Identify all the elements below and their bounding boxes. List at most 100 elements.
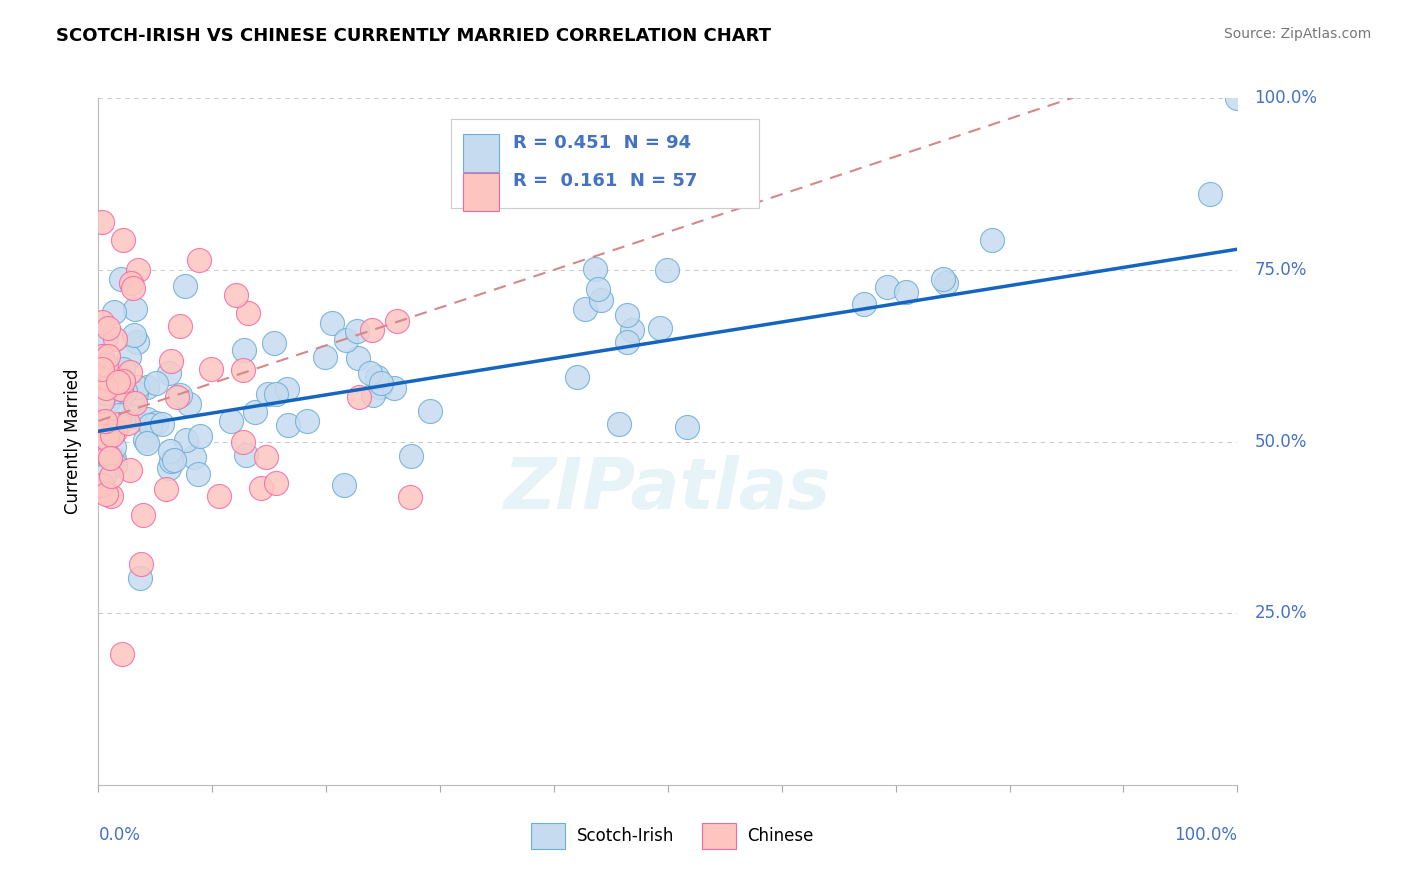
Point bbox=[620, 323, 643, 337]
Point bbox=[607, 417, 630, 431]
Point bbox=[295, 414, 318, 428]
Point bbox=[97, 350, 120, 364]
Point bbox=[103, 440, 125, 454]
Point bbox=[112, 374, 135, 388]
Point bbox=[163, 453, 186, 467]
Point bbox=[876, 280, 898, 294]
Point bbox=[96, 358, 118, 372]
Point bbox=[174, 279, 197, 293]
Point bbox=[129, 558, 152, 572]
Point bbox=[91, 314, 114, 328]
Point bbox=[114, 384, 136, 399]
Point bbox=[187, 253, 209, 268]
Point bbox=[183, 450, 205, 464]
Point bbox=[187, 467, 209, 481]
Point bbox=[93, 469, 115, 483]
Point bbox=[127, 263, 149, 277]
Text: 100.0%: 100.0% bbox=[1254, 89, 1317, 107]
Point bbox=[125, 385, 148, 400]
Point bbox=[188, 428, 211, 442]
Point bbox=[675, 419, 697, 434]
Point bbox=[122, 281, 145, 295]
Point bbox=[139, 418, 162, 433]
Point bbox=[232, 363, 254, 377]
Text: 50.0%: 50.0% bbox=[1254, 433, 1306, 450]
Point bbox=[128, 571, 150, 585]
Point bbox=[117, 350, 139, 364]
Point bbox=[347, 391, 370, 405]
Point bbox=[225, 288, 247, 302]
Point bbox=[277, 417, 299, 432]
Point bbox=[853, 297, 876, 311]
Text: ZIPatlas: ZIPatlas bbox=[505, 455, 831, 524]
Point bbox=[616, 334, 638, 349]
Point bbox=[117, 416, 139, 430]
Point bbox=[243, 405, 266, 419]
Text: Source: ZipAtlas.com: Source: ZipAtlas.com bbox=[1223, 27, 1371, 41]
Point bbox=[361, 388, 384, 402]
Point bbox=[266, 387, 288, 401]
Text: 75.0%: 75.0% bbox=[1254, 260, 1306, 279]
Point bbox=[321, 316, 343, 330]
Text: Chinese: Chinese bbox=[748, 827, 814, 845]
Point bbox=[169, 318, 191, 333]
Point bbox=[565, 369, 588, 384]
Point bbox=[136, 436, 159, 450]
Point bbox=[1199, 186, 1222, 201]
Point bbox=[157, 461, 180, 475]
Point bbox=[238, 306, 260, 320]
Point bbox=[90, 429, 112, 443]
Text: 0.0%: 0.0% bbox=[98, 826, 141, 844]
Point bbox=[135, 412, 157, 426]
Point bbox=[387, 313, 409, 327]
Point bbox=[132, 508, 155, 522]
Point bbox=[232, 435, 254, 450]
Point bbox=[179, 397, 201, 411]
Point bbox=[160, 354, 183, 368]
Point bbox=[90, 349, 112, 363]
Point bbox=[136, 380, 159, 394]
Point bbox=[169, 388, 191, 402]
Point bbox=[616, 309, 638, 323]
Point bbox=[118, 365, 141, 379]
Point bbox=[93, 374, 115, 388]
Point bbox=[90, 370, 112, 384]
Text: 25.0%: 25.0% bbox=[1254, 604, 1306, 623]
Point bbox=[107, 409, 129, 423]
Point bbox=[145, 376, 167, 390]
Point bbox=[370, 376, 392, 390]
FancyBboxPatch shape bbox=[463, 134, 499, 172]
Point bbox=[104, 425, 127, 439]
Point bbox=[346, 324, 368, 338]
Text: Scotch-Irish: Scotch-Irish bbox=[576, 827, 673, 845]
Point bbox=[235, 448, 257, 462]
Point bbox=[346, 351, 368, 365]
Point bbox=[249, 482, 271, 496]
Point bbox=[256, 387, 278, 401]
Point bbox=[368, 380, 391, 394]
Point bbox=[359, 366, 381, 380]
Point bbox=[166, 390, 188, 404]
Point bbox=[93, 355, 115, 369]
FancyBboxPatch shape bbox=[463, 173, 499, 211]
Point bbox=[94, 381, 117, 395]
Point bbox=[896, 285, 918, 299]
Point bbox=[127, 334, 149, 349]
Point bbox=[263, 335, 285, 350]
Point bbox=[174, 434, 197, 448]
Text: R = 0.451  N = 94: R = 0.451 N = 94 bbox=[513, 134, 692, 152]
Point bbox=[111, 647, 134, 661]
Point bbox=[233, 343, 256, 357]
Point bbox=[932, 272, 955, 286]
Point bbox=[107, 376, 129, 390]
Point bbox=[122, 409, 145, 423]
Point bbox=[103, 458, 125, 473]
Point bbox=[583, 261, 606, 276]
Point bbox=[980, 233, 1002, 247]
Point bbox=[219, 414, 242, 428]
Point bbox=[124, 302, 146, 317]
Point bbox=[93, 368, 115, 383]
Point bbox=[93, 380, 115, 394]
Point bbox=[110, 382, 132, 396]
Point bbox=[97, 393, 120, 408]
